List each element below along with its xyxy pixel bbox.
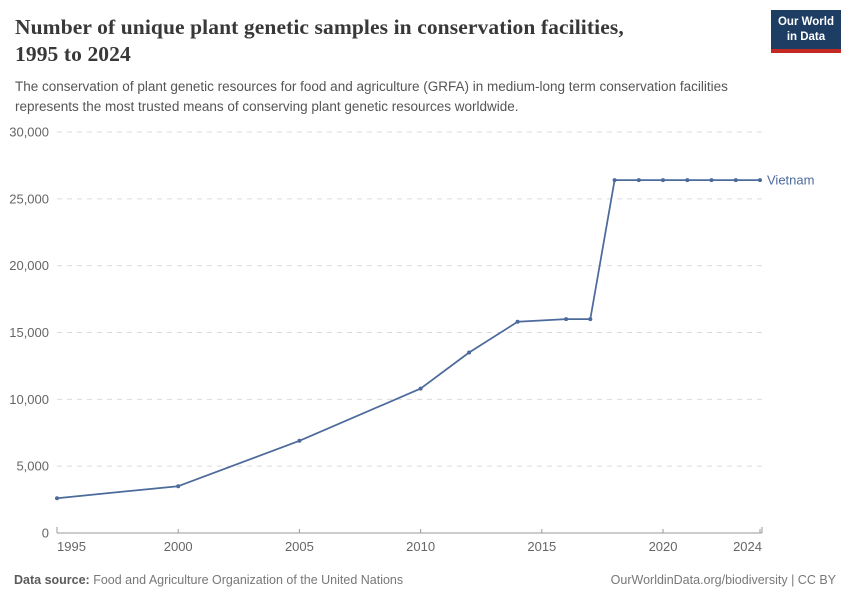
title-line-2: 1995 to 2024 [15,42,131,66]
data-point-marker[interactable] [636,178,641,183]
data-point-marker[interactable] [685,178,690,183]
y-tick-label: 20,000 [9,258,49,273]
attribution-link[interactable]: OurWorldinData.org/biodiversity | CC BY [610,573,836,587]
y-tick-label: 5,000 [16,459,49,474]
y-tick-label: 10,000 [9,392,49,407]
series-line[interactable] [56,179,761,500]
subtitle-line-2: represents the most trusted means of con… [15,99,519,114]
logo-line-1: Our World [777,16,834,28]
data-point-marker[interactable] [176,484,181,489]
data-source: Data source: Food and Agriculture Organi… [14,573,403,587]
page-title: Number of unique plant genetic samples i… [15,14,765,68]
y-tick-label: 0 [42,526,49,541]
x-tick-label: 2024 [733,539,762,554]
y-tick-label: 25,000 [9,191,49,206]
x-tick-label: 2015 [527,539,556,554]
data-point-marker[interactable] [661,178,665,183]
data-point-marker[interactable] [733,178,738,183]
data-point-marker[interactable] [297,438,302,443]
x-tick-label: 2010 [406,539,435,554]
data-point-marker[interactable] [564,317,569,322]
x-tick-label: 2005 [285,539,314,554]
x-tick-label: 2020 [649,539,678,554]
x-tick-label: 1995 [57,539,86,554]
data-point-marker[interactable] [515,319,520,324]
series-end-label[interactable]: Vietnam [767,173,814,188]
owid-logo: Our World in Data [770,10,841,53]
logo-line-2: in Data [786,30,826,43]
data-point-marker[interactable] [612,178,617,183]
data-point-marker[interactable] [709,178,714,183]
data-source-label: Data source: [14,573,90,587]
data-point-marker[interactable] [588,317,593,322]
title-line-1: Number of unique plant genetic samples i… [15,15,624,39]
x-tick-label: 2000 [164,539,193,554]
data-source-value: Food and Agriculture Organization of the… [93,573,404,587]
chart-subtitle: The conservation of plant genetic resour… [15,77,765,117]
chart-footer: Data source: Food and Agriculture Organi… [14,573,836,587]
data-point-marker[interactable] [467,350,472,355]
subtitle-line-1: The conservation of plant genetic resour… [15,79,728,94]
data-point-marker[interactable] [758,178,762,183]
y-tick-label: 15,000 [9,325,49,340]
chart-header: Number of unique plant genetic samples i… [15,14,765,117]
y-tick-label: 30,000 [9,125,49,140]
data-point-marker[interactable] [418,386,423,391]
data-point-marker[interactable] [55,496,59,501]
